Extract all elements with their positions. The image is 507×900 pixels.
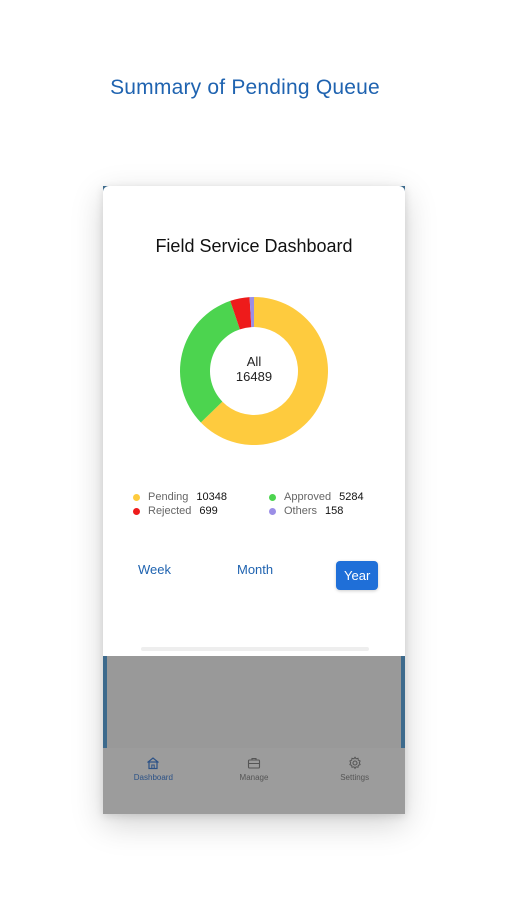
- tab-manage-label: Manage: [239, 773, 269, 782]
- phone-screen: Field Service Dashboard All 16489 Pendin…: [103, 186, 405, 814]
- legend-item-rejected: Rejected 699: [133, 504, 227, 518]
- legend-value: 10348: [196, 491, 227, 503]
- tab-dashboard[interactable]: Dashboard: [103, 748, 204, 814]
- donut-slice-pending: [200, 297, 328, 445]
- frame-edge-right: [401, 656, 405, 748]
- dashboard-sheet: Field Service Dashboard All 16489 Pendin…: [103, 186, 405, 656]
- week-button[interactable]: Week: [138, 562, 171, 577]
- others-dot: [269, 507, 276, 515]
- legend-right-column: Approved 5284 Others 158: [269, 490, 364, 518]
- legend-value: 158: [325, 505, 344, 517]
- tab-settings-label: Settings: [340, 773, 370, 782]
- legend-value: 5284: [339, 491, 364, 503]
- approved-dot: [269, 493, 276, 501]
- tab-manage[interactable]: Manage: [204, 748, 305, 814]
- donut-slice-others: [249, 297, 254, 328]
- page-heading: Summary of Pending Queue: [110, 76, 380, 99]
- legend-label: Pending: [148, 491, 189, 503]
- donut-center-text: All 16489: [179, 354, 329, 384]
- legend-label: Others: [284, 505, 318, 517]
- legend-item-pending: Pending 10348: [133, 490, 227, 504]
- home-icon: [147, 757, 160, 770]
- briefcase-icon: [247, 757, 261, 769]
- legend-left-column: Pending 10348 Rejected 699: [133, 490, 227, 518]
- bottom-tab-bar: Dashboard Manage Settings: [103, 748, 405, 814]
- donut-center-value: 16489: [235, 369, 273, 384]
- legend-item-approved: Approved 5284: [269, 490, 364, 504]
- month-button[interactable]: Month: [237, 562, 274, 577]
- legend-label: Rejected: [148, 505, 192, 517]
- year-button[interactable]: Year: [336, 561, 379, 590]
- pending-dot: [133, 493, 140, 501]
- dashboard-title: Field Service Dashboard: [155, 236, 353, 256]
- tab-dashboard-label: Dashboard: [133, 773, 173, 782]
- donut-slice-approved: [180, 300, 240, 423]
- frame-edge-left: [103, 656, 107, 748]
- scroll-indicator: [141, 647, 369, 651]
- gear-icon: [348, 756, 361, 770]
- tab-settings[interactable]: Settings: [304, 748, 405, 814]
- legend-label: Approved: [284, 491, 332, 503]
- legend-item-others: Others 158: [269, 504, 364, 518]
- status-donut-chart: [180, 297, 328, 445]
- legend-value: 699: [199, 505, 218, 517]
- rejected-dot: [133, 507, 140, 515]
- donut-center-label: All: [246, 354, 262, 369]
- donut-slice-rejected: [230, 297, 252, 330]
